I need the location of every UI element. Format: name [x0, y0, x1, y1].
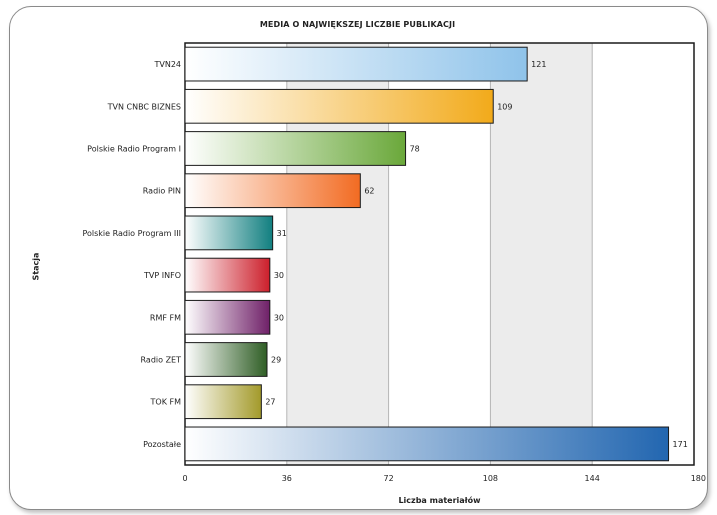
value-label: 27: [265, 398, 275, 407]
x-tick-label: 36: [282, 474, 292, 483]
value-label: 30: [274, 271, 284, 280]
chart-title: MEDIA O NAJWIĘKSZEJ LICZBIE PUBLIKACJI: [259, 20, 456, 29]
category-label: TOK FM: [150, 398, 182, 407]
bar: [184, 131, 407, 166]
category-label: Pozostałe: [143, 440, 181, 449]
x-tick-label: 180: [691, 474, 706, 483]
value-label: 31: [277, 229, 287, 238]
bar: [184, 173, 361, 209]
bar: [184, 215, 274, 251]
value-label: 109: [497, 102, 512, 111]
x-tick-label: 144: [585, 474, 600, 483]
value-label: 121: [531, 60, 546, 69]
value-label: 78: [410, 145, 420, 154]
x-axis-label: Liczba materiałów: [398, 496, 481, 505]
category-label: TVN CNBC BIZNES: [107, 102, 181, 111]
bar: [184, 88, 494, 124]
bar: [184, 46, 528, 82]
category-label: Polskie Radio Program III: [82, 229, 181, 238]
category-label: TVN24: [153, 60, 181, 69]
bar: [184, 384, 262, 420]
category-label: RMF FM: [150, 313, 181, 322]
x-tick-label: 0: [182, 474, 187, 483]
category-label: Radio ZET: [141, 356, 182, 365]
value-label: 30: [274, 313, 284, 322]
x-tick-label: 72: [384, 474, 394, 483]
bar: [184, 299, 271, 335]
bar: [184, 342, 268, 377]
value-label: 29: [271, 356, 281, 365]
value-label: 171: [673, 440, 688, 449]
x-tick-label: 108: [483, 474, 498, 483]
category-label: Polskie Radio Program I: [87, 145, 181, 154]
value-label: 62: [364, 187, 374, 196]
grid-band: [592, 43, 694, 465]
bar: [184, 257, 271, 293]
category-label: Radio PIN: [143, 187, 181, 196]
grid-band: [490, 43, 593, 465]
bar: [184, 426, 670, 462]
category-label: TVP INFO: [143, 271, 181, 280]
